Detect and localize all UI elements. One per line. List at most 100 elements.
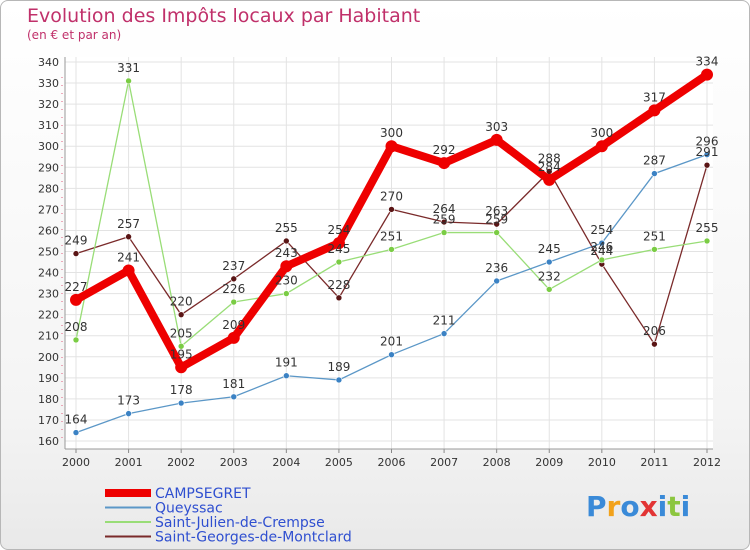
data-point — [703, 151, 711, 158]
data-label: 245 — [327, 242, 350, 256]
data-point — [122, 264, 135, 277]
data-point — [125, 233, 132, 241]
data-point — [230, 275, 238, 283]
data-label: 254 — [590, 223, 613, 237]
data-point — [493, 229, 500, 236]
data-point — [385, 140, 398, 153]
y-tick-label: 320 — [38, 98, 59, 111]
legend-label: CAMPSEGRET — [155, 486, 251, 502]
data-point — [335, 376, 343, 384]
data-point — [648, 104, 661, 117]
data-point — [438, 157, 451, 170]
data-label: 164 — [65, 413, 88, 427]
data-point — [388, 246, 395, 253]
y-tick-label: 200 — [38, 351, 59, 364]
x-tick-label: 2011 — [640, 456, 668, 469]
data-point — [545, 258, 553, 266]
y-tick-label: 330 — [38, 77, 59, 90]
data-point — [175, 361, 188, 374]
y-tick-label: 230 — [38, 288, 59, 301]
data-label: 334 — [696, 55, 719, 69]
data-point — [283, 290, 290, 297]
y-tick-label: 340 — [38, 56, 59, 69]
data-label: 220 — [170, 295, 193, 309]
data-label: 208 — [65, 320, 88, 334]
data-label: 287 — [643, 154, 666, 168]
y-tick-label: 260 — [38, 224, 59, 237]
x-tick-label: 2004 — [272, 456, 300, 469]
data-point — [703, 237, 711, 245]
legend: CAMPSEGRETQueyssacSaint-Julien-de-Cremps… — [105, 486, 352, 546]
y-tick-label: 240 — [38, 267, 59, 280]
legend-label: Queyssac — [155, 501, 223, 517]
data-label: 191 — [275, 356, 298, 370]
data-label: 195 — [170, 347, 193, 361]
data-point — [651, 340, 658, 348]
data-point — [388, 206, 395, 213]
x-tick-label: 2008 — [483, 456, 511, 469]
data-point — [177, 399, 185, 407]
x-tick-label: 2009 — [535, 456, 563, 469]
data-label: 331 — [117, 61, 140, 75]
data-label: 241 — [117, 250, 140, 264]
data-label: 255 — [275, 221, 298, 235]
data-point — [595, 140, 608, 153]
data-point — [440, 229, 448, 236]
x-tick-label: 2000 — [62, 456, 90, 469]
data-label: 230 — [275, 274, 298, 288]
data-label: 254 — [327, 223, 350, 237]
logo-letter: t — [667, 490, 680, 523]
logo-letter: o — [620, 490, 639, 523]
data-point — [388, 351, 395, 358]
x-tick-label: 2012 — [693, 456, 721, 469]
data-point — [227, 331, 240, 344]
data-point — [493, 220, 500, 228]
data-label: 249 — [65, 234, 88, 248]
data-point — [493, 277, 500, 285]
y-tick-label: 310 — [38, 119, 59, 132]
data-point — [230, 298, 238, 306]
data-label: 232 — [538, 269, 561, 283]
data-label: 237 — [222, 259, 245, 273]
y-tick-label: 170 — [38, 414, 59, 427]
y-tick-label: 250 — [38, 246, 59, 259]
data-point — [72, 336, 80, 344]
series — [70, 68, 713, 436]
data-label: 300 — [380, 126, 403, 140]
data-point — [283, 237, 290, 245]
y-tick-label: 280 — [38, 182, 59, 195]
chart-title: Evolution des Impôts locaux par Habitant — [27, 5, 420, 27]
data-label: 226 — [222, 282, 245, 296]
data-label: 263 — [485, 204, 508, 218]
chart-subtitle: (en € et par an) — [27, 28, 121, 42]
data-label: 251 — [643, 229, 666, 243]
data-point — [703, 161, 711, 169]
data-label: 189 — [327, 360, 350, 374]
logo-letter: r — [607, 490, 621, 523]
data-point — [125, 410, 132, 417]
data-label: 255 — [696, 221, 719, 235]
data-point — [283, 372, 290, 380]
data-label: 296 — [696, 135, 719, 149]
data-label: 291 — [696, 145, 719, 159]
data-label: 257 — [117, 217, 140, 231]
data-label: 206 — [643, 324, 666, 338]
logo-letter: i — [681, 490, 691, 523]
data-label: 259 — [433, 213, 456, 227]
y-tick-label: 300 — [38, 140, 59, 153]
data-label: 251 — [380, 229, 403, 243]
data-label: 300 — [590, 126, 613, 140]
y-tick-label: 180 — [38, 393, 59, 406]
axes: 160 170 180 190 200 210 220 230 240 250 260 270 280 2… — [38, 56, 721, 469]
data-label: 259 — [485, 213, 508, 227]
data-label: 284 — [538, 160, 561, 174]
data-label: 178 — [170, 383, 193, 397]
y-tick-label: 210 — [38, 330, 59, 343]
logo-letter: i — [658, 490, 668, 523]
data-label: 201 — [380, 335, 403, 349]
data-label: 173 — [117, 394, 140, 408]
data-point — [335, 258, 343, 266]
data-point — [280, 260, 293, 273]
x-tick-label: 2002 — [167, 456, 195, 469]
x-tick-label: 2007 — [430, 456, 458, 469]
